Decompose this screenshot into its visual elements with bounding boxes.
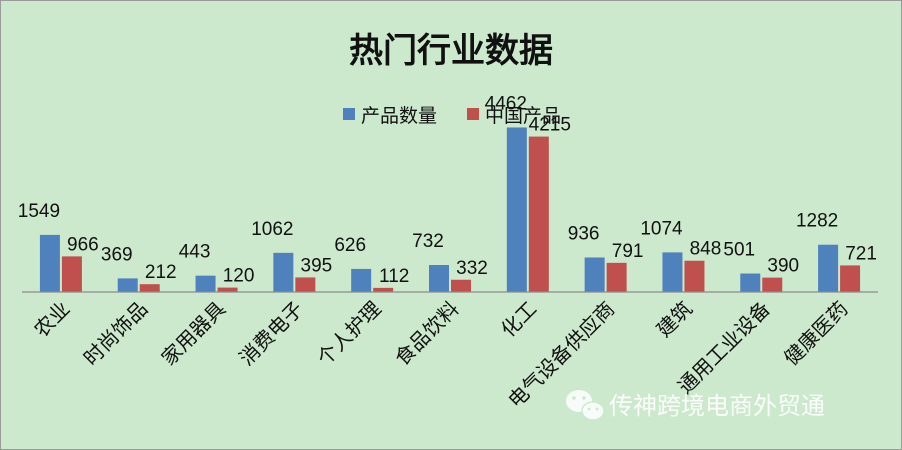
category-label-4: 个人护理	[312, 297, 386, 371]
category-label-1: 时尚饰品	[79, 297, 153, 371]
category-label-5: 食品饮料	[390, 297, 464, 371]
bar-series-1-5	[429, 265, 449, 292]
bar-series-2-4	[373, 287, 394, 292]
category-label-2: 家用器具	[157, 297, 231, 371]
data-label-series-2-4: 112	[379, 266, 409, 287]
legend-swatch-series-2	[467, 108, 479, 120]
watermark-text: 传神跨境电商外贸通	[609, 392, 825, 420]
data-label-series-1-3: 1062	[251, 219, 293, 240]
legend-label-series-1: 产品数量	[361, 105, 437, 127]
data-label-series-1-5: 732	[412, 231, 444, 252]
bar-series-2-3	[295, 277, 316, 292]
data-label-series-2-3: 395	[301, 255, 333, 276]
category-label-3: 消费电子	[234, 297, 308, 371]
data-label-series-2-6: 4215	[529, 115, 571, 136]
category-label-6: 化工	[496, 297, 541, 342]
data-label-series-2-0: 966	[67, 234, 99, 255]
data-label-series-1-1: 369	[101, 244, 133, 265]
bar-series-2-5	[451, 279, 471, 292]
bar-series-2-1	[139, 284, 160, 292]
chart-title: 热门行业数据	[349, 31, 553, 71]
data-label-series-2-8: 848	[690, 239, 722, 260]
bar-series-1-4	[351, 268, 372, 292]
data-label-series-2-5: 332	[456, 258, 488, 279]
data-label-series-1-4: 626	[334, 235, 366, 256]
data-label-series-1-0: 1549	[18, 201, 60, 222]
wechat-icon	[566, 390, 605, 421]
data-label-series-2-10: 721	[845, 243, 877, 264]
bar-series-1-10	[818, 244, 839, 292]
data-label-series-1-6: 4462	[485, 93, 527, 114]
category-label-10: 健康医药	[779, 297, 853, 371]
bar-series-1-3	[273, 252, 294, 292]
bar-series-1-2	[195, 275, 216, 292]
watermark: 传神跨境电商外贸通	[566, 390, 825, 421]
bar-series-1-7	[584, 257, 605, 292]
bar-series-2-9	[762, 277, 783, 292]
data-label-series-2-2: 120	[223, 266, 255, 287]
bar-series-2-6	[528, 136, 549, 292]
legend-label-series-2: 中国产品	[485, 105, 561, 127]
data-label-series-1-10: 1282	[796, 211, 838, 232]
plot-area: 1549 966 农业 369 212 时尚饰品 443 120 家用器具 1062 395 消费电子…	[18, 93, 877, 412]
bar-series-2-10	[840, 265, 861, 292]
bar-series-2-8	[684, 260, 705, 292]
bar-series-1-6	[506, 127, 527, 293]
legend-swatch-series-1	[343, 108, 355, 120]
data-label-series-2-9: 390	[767, 256, 799, 277]
data-label-series-1-2: 443	[179, 242, 211, 263]
data-label-series-2-7: 791	[612, 241, 644, 262]
data-label-series-1-9: 501	[723, 240, 755, 261]
category-label-8: 建筑	[652, 297, 697, 342]
bar-series-2-7	[606, 262, 627, 292]
bar-series-1-9	[740, 273, 761, 292]
data-label-series-1-8: 1074	[640, 218, 683, 239]
category-label-0: 农业	[29, 297, 74, 342]
legend: 产品数量 中国产品	[343, 105, 561, 127]
data-label-series-2-1: 212	[145, 262, 177, 283]
bar-series-1-1	[117, 278, 138, 292]
data-label-series-1-7: 936	[568, 223, 600, 244]
bar-series-1-8	[662, 252, 683, 292]
bar-series-2-0	[61, 256, 82, 292]
bar-series-1-0	[39, 234, 60, 292]
bar-series-2-2	[217, 287, 238, 292]
